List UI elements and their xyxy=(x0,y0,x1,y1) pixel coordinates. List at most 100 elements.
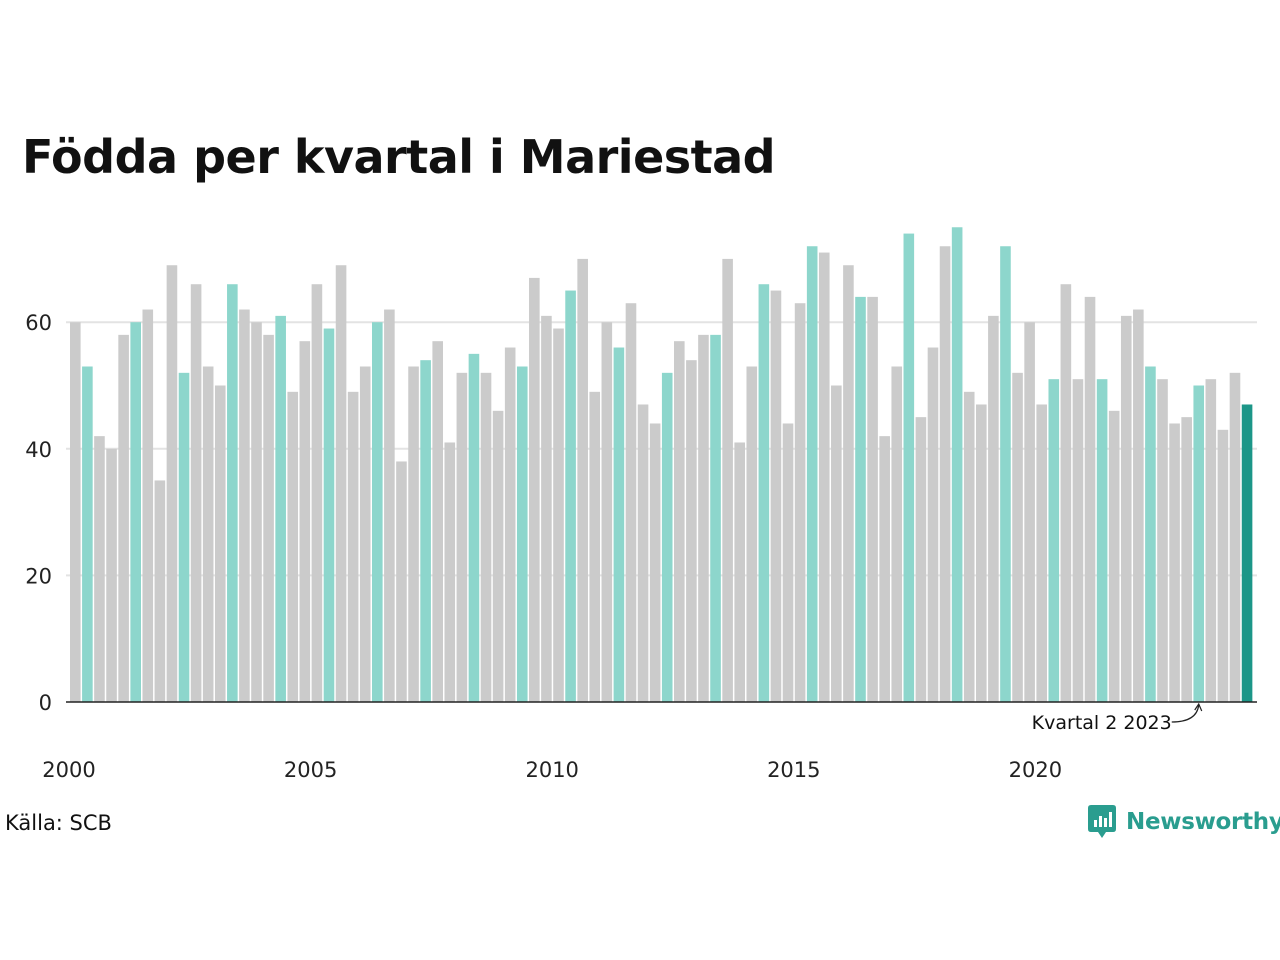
bar xyxy=(275,315,286,702)
bar xyxy=(480,372,492,702)
bar xyxy=(758,284,770,702)
bar xyxy=(311,284,323,702)
bar xyxy=(1241,404,1253,702)
bar xyxy=(903,233,915,702)
bar xyxy=(770,290,782,702)
bar xyxy=(879,436,890,702)
y-tick-label: 40 xyxy=(25,438,52,462)
bar xyxy=(456,372,468,702)
bar xyxy=(1000,246,1011,703)
bar xyxy=(1193,385,1205,702)
annotation: Kvartal 2 2023 xyxy=(1032,702,1203,734)
bar xyxy=(1012,372,1023,702)
bar xyxy=(492,410,504,702)
x-tick-label: 2010 xyxy=(525,758,578,782)
x-axis-ticks: 2000 2005 2010 2015 2020 xyxy=(42,758,1062,782)
bar xyxy=(843,265,854,702)
bar xyxy=(504,347,516,702)
bar xyxy=(70,322,81,702)
bar xyxy=(625,303,637,702)
logo-wordmark: Newsworthy xyxy=(1126,809,1280,835)
bar xyxy=(154,480,166,702)
bar xyxy=(988,315,999,702)
bar xyxy=(263,334,274,702)
x-tick-label: 2000 xyxy=(42,758,95,782)
x-tick-label: 2005 xyxy=(284,758,337,782)
bar xyxy=(94,436,105,702)
bar xyxy=(601,322,613,702)
bar xyxy=(1145,366,1156,702)
bar xyxy=(106,448,117,702)
bar xyxy=(1108,410,1120,702)
bar xyxy=(746,366,758,702)
bar xyxy=(674,341,685,702)
bar xyxy=(867,296,878,702)
bar xyxy=(1084,296,1096,702)
bar xyxy=(335,265,347,702)
bar xyxy=(891,366,903,702)
y-tick-label: 20 xyxy=(25,564,52,588)
bar xyxy=(734,442,745,702)
bar xyxy=(577,258,588,702)
logo-bar-3 xyxy=(1104,818,1107,827)
bar xyxy=(202,366,214,702)
newsworthy-logo-icon xyxy=(1088,805,1116,838)
bar xyxy=(214,385,226,702)
bar xyxy=(915,417,927,702)
bar xyxy=(649,423,661,702)
bar xyxy=(239,309,250,702)
bar xyxy=(722,258,733,702)
x-tick-label: 2015 xyxy=(767,758,820,782)
bar xyxy=(1133,309,1144,702)
source-note: Källa: SCB xyxy=(5,811,112,835)
bar xyxy=(1205,379,1217,702)
bar xyxy=(372,322,383,702)
bar xyxy=(1217,429,1229,702)
bar xyxy=(951,227,963,702)
bar xyxy=(710,334,721,702)
bar xyxy=(468,353,480,702)
bar xyxy=(939,246,951,703)
y-tick-label: 60 xyxy=(25,311,52,335)
bar xyxy=(287,391,299,702)
bar xyxy=(142,309,154,702)
bar xyxy=(927,347,939,702)
bar xyxy=(130,322,141,702)
logo-bar-4 xyxy=(1109,812,1112,827)
bar xyxy=(323,328,335,702)
bar xyxy=(686,360,697,702)
bar xyxy=(396,461,407,702)
bar xyxy=(963,391,975,702)
bar xyxy=(565,290,576,702)
bar xyxy=(1157,379,1168,702)
annotation-arrowhead xyxy=(1194,702,1203,712)
bar xyxy=(794,303,806,702)
bar xyxy=(444,442,456,702)
bar xyxy=(613,347,625,702)
bar xyxy=(553,328,564,702)
bar xyxy=(408,366,419,702)
bar xyxy=(529,277,540,702)
logo-bar-1 xyxy=(1094,820,1097,827)
bar xyxy=(818,252,830,702)
annotation-label: Kvartal 2 2023 xyxy=(1032,712,1172,734)
bar xyxy=(516,366,528,702)
bar xyxy=(1120,315,1132,702)
bar xyxy=(782,423,794,702)
bar xyxy=(1024,322,1035,702)
bar xyxy=(637,404,649,702)
bar-chart: 0 20 40 60 2000 2005 2010 2015 2020 Kvartal 2 2… xyxy=(25,227,1257,782)
bar xyxy=(432,341,443,702)
bar xyxy=(831,385,842,702)
bar xyxy=(251,322,262,702)
y-tick-label: 0 xyxy=(39,691,52,715)
x-tick-label: 2020 xyxy=(1009,758,1062,782)
bars xyxy=(70,227,1253,703)
y-axis-ticks: 0 20 40 60 xyxy=(25,311,52,715)
bar xyxy=(855,296,866,702)
bar xyxy=(976,404,987,702)
bar xyxy=(1060,284,1072,702)
bar xyxy=(359,366,371,702)
bar xyxy=(178,372,190,702)
bar xyxy=(1072,379,1084,702)
